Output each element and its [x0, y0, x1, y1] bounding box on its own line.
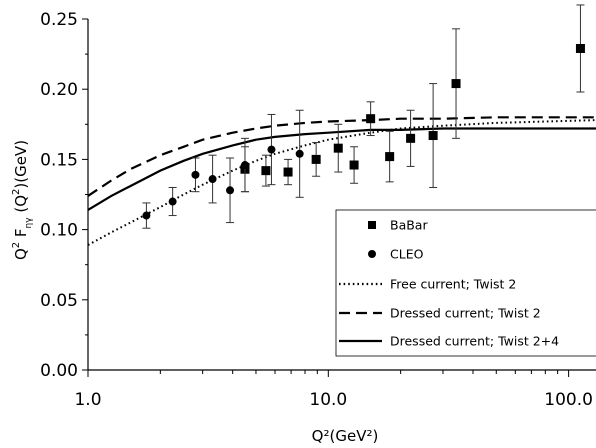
y-axis-title-end: )(GeV)	[12, 140, 30, 189]
square-marker	[333, 143, 343, 153]
cleo-point	[168, 186, 177, 217]
babar-point	[575, 4, 585, 93]
y-axis-title: Q2 Fηγ (Q2)(GeV)	[11, 140, 34, 260]
square-marker	[575, 43, 585, 53]
x-tick-label: 100.0	[544, 390, 593, 410]
legend-circle-marker	[368, 250, 376, 258]
y-tick-label: 0.25	[40, 10, 78, 30]
x-ticks: 1.0 10.0 100.0	[74, 370, 593, 410]
legend-item: Free current; Twist 2	[339, 277, 516, 292]
circle-marker	[208, 175, 217, 184]
circle-marker	[240, 161, 249, 170]
x-tick-label: 10.0	[309, 390, 347, 410]
square-marker	[406, 133, 416, 143]
curve-solid	[87, 127, 596, 211]
legend-label: CLEO	[390, 247, 424, 262]
legend-square-marker	[368, 221, 376, 229]
circle-marker	[267, 145, 276, 154]
square-marker	[311, 154, 321, 164]
y-axis-title-sup1: 2	[11, 242, 22, 248]
y-tick-label: 0.00	[40, 361, 78, 381]
square-marker	[385, 152, 395, 162]
axes: 1.0 10.0 100.0 0.00 0.05 0.10 0.15 0.20 0.25	[40, 10, 596, 410]
square-marker	[366, 114, 376, 124]
curve-dotted	[87, 119, 596, 246]
square-marker	[349, 160, 359, 170]
legend-item: CLEO	[368, 247, 424, 262]
circle-marker	[142, 211, 151, 220]
legend-item: Dressed current; Twist 2	[339, 306, 541, 321]
legend-item: Dressed current; Twist 2+4	[339, 334, 559, 349]
x-axis-title-q: Q²(GeV²)	[312, 427, 379, 445]
square-marker	[261, 166, 271, 176]
cleo-point	[267, 113, 276, 186]
legend-box	[335, 209, 596, 357]
square-marker	[283, 167, 293, 177]
babar-point	[366, 101, 376, 137]
cleo-point	[295, 109, 304, 198]
legend: BaBar CLEO Free current; Twist 2 Dressed cu…	[335, 209, 596, 357]
babar-point	[261, 154, 271, 187]
cleo-point	[208, 154, 217, 204]
legend-item: BaBar	[368, 218, 428, 233]
y-axis-title-f: F	[12, 228, 30, 241]
x-axis-title: Q²(GeV²)	[312, 427, 379, 445]
babar-point	[283, 158, 293, 186]
circle-marker	[295, 149, 304, 158]
circle-marker	[191, 170, 200, 179]
cleo-point	[240, 137, 249, 193]
y-tick-label: 0.05	[40, 291, 78, 311]
y-tick-label: 0.20	[40, 80, 78, 100]
model-curves	[87, 116, 596, 246]
y-tick-label: 0.15	[40, 150, 78, 170]
legend-label: Free current; Twist 2	[390, 277, 516, 292]
y-axis-title-mid: (Q	[12, 195, 30, 217]
babar-point	[406, 109, 416, 167]
babar-point	[428, 83, 438, 188]
y-axis-title-sup2: 2	[11, 189, 22, 195]
cleo-point	[191, 157, 200, 193]
square-marker	[428, 131, 438, 141]
legend-label: Dressed current; Twist 2+4	[390, 334, 559, 349]
babar-point	[311, 142, 321, 177]
y-ticks: 0.00 0.05 0.10 0.15 0.20 0.25	[40, 10, 88, 381]
babar-point	[385, 130, 395, 183]
data-markers	[142, 4, 585, 229]
curve-dashed	[87, 116, 596, 197]
circle-marker	[226, 186, 235, 195]
square-marker	[451, 79, 461, 89]
y-axis-title-q: Q	[12, 248, 30, 260]
circle-marker	[168, 197, 177, 206]
legend-label: BaBar	[390, 218, 428, 233]
babar-point	[349, 146, 359, 184]
y-axis-title-sub: ηγ	[24, 217, 34, 229]
babar-point	[333, 123, 343, 173]
y-tick-label: 0.10	[40, 221, 78, 241]
cleo-point	[142, 202, 151, 229]
cleo-point	[226, 157, 235, 224]
legend-label: Dressed current; Twist 2	[390, 306, 541, 321]
babar-point	[451, 28, 461, 139]
x-tick-label: 1.0	[74, 390, 101, 410]
